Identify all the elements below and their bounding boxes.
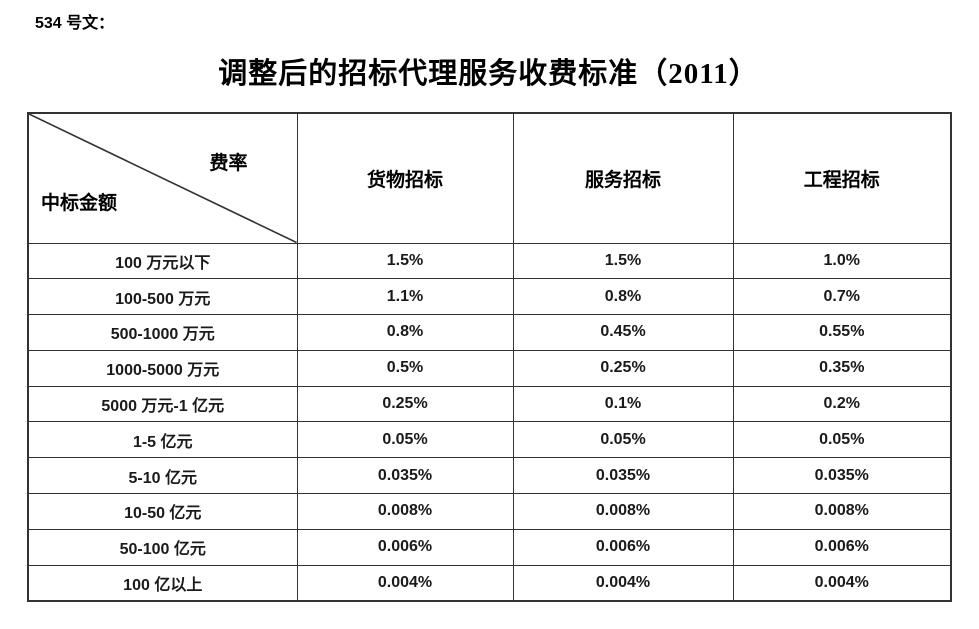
- rate-goods: 0.25%: [296, 385, 514, 423]
- corner-label-bid-amount: 中标金额: [41, 192, 118, 214]
- table-row: 5-10 亿元 0.035% 0.035% 0.035%: [27, 457, 952, 495]
- amount-range-label: 100 万元以下: [27, 242, 298, 280]
- rate-goods: 0.05%: [296, 421, 514, 459]
- rate-service: 0.006%: [512, 528, 734, 566]
- rate-service: 0.004%: [512, 564, 734, 602]
- amount-range-label: 1-5 亿元: [27, 421, 298, 459]
- rate-service: 0.25%: [512, 349, 734, 387]
- table-row: 5000 万元-1 亿元 0.25% 0.1% 0.2%: [27, 385, 952, 423]
- rate-engineering: 0.2%: [732, 385, 952, 423]
- amount-range-label: 10-50 亿元: [27, 493, 298, 530]
- rate-engineering: 0.35%: [732, 349, 952, 387]
- amount-range-label: 100 亿以上: [27, 564, 298, 602]
- corner-label-rate: 费率: [209, 153, 248, 174]
- rate-engineering: 0.7%: [732, 278, 952, 316]
- rate-goods: 0.035%: [296, 457, 514, 495]
- table-row: 1000-5000 万元 0.5% 0.25% 0.35%: [27, 349, 952, 387]
- rate-goods: 1.5%: [296, 242, 514, 280]
- rate-engineering: 0.035%: [732, 457, 952, 495]
- rate-service: 0.035%: [512, 457, 734, 495]
- document-number: 534 号文：: [35, 15, 115, 32]
- page-title: 调整后的招标代理服务收费标准（2011）: [218, 58, 759, 90]
- diagonal-divider-line: [29, 114, 297, 243]
- rate-service: 0.8%: [512, 278, 734, 316]
- amount-range-label: 500-1000 万元: [27, 314, 298, 351]
- table-row: 10-50 亿元 0.008% 0.008% 0.008%: [27, 493, 952, 530]
- rate-engineering: 1.0%: [732, 242, 952, 280]
- rate-goods: 0.5%: [296, 349, 514, 387]
- rate-engineering: 0.008%: [732, 493, 952, 530]
- rate-engineering: 0.004%: [732, 564, 952, 602]
- rate-engineering: 0.05%: [732, 421, 952, 459]
- amount-range-label: 50-100 亿元: [27, 528, 298, 566]
- rate-service: 0.008%: [512, 493, 734, 530]
- table-row: 100 万元以下 1.5% 1.5% 1.0%: [27, 242, 952, 280]
- table-row: 1-5 亿元 0.05% 0.05% 0.05%: [27, 421, 952, 459]
- table-row: 100-500 万元 1.1% 0.8% 0.7%: [27, 278, 952, 316]
- column-header-engineering-bidding: 工程招标: [732, 112, 952, 244]
- amount-range-label: 5000 万元-1 亿元: [27, 385, 298, 423]
- rate-service: 0.1%: [512, 385, 734, 423]
- amount-range-label: 100-500 万元: [27, 278, 298, 316]
- fee-rate-table: 费率 中标金额 货物招标 服务招标 工程招标 100 万元以下 1.5% 1.5…: [27, 112, 952, 602]
- column-header-service-bidding: 服务招标: [512, 112, 734, 244]
- corner-header-cell: 费率 中标金额: [27, 112, 298, 244]
- rate-goods: 1.1%: [296, 278, 514, 316]
- rate-service: 1.5%: [512, 242, 734, 280]
- rate-goods: 0.8%: [296, 314, 514, 351]
- title-container: 调整后的招标代理服务收费标准（2011）: [27, 50, 950, 92]
- rate-goods: 0.008%: [296, 493, 514, 530]
- header-row: 费率 中标金额 货物招标 服务招标 工程招标: [27, 112, 952, 244]
- rate-goods: 0.004%: [296, 564, 514, 602]
- column-header-goods-bidding: 货物招标: [296, 112, 514, 244]
- table-row: 500-1000 万元 0.8% 0.45% 0.55%: [27, 314, 952, 351]
- amount-range-label: 5-10 亿元: [27, 457, 298, 495]
- rate-engineering: 0.55%: [732, 314, 952, 351]
- table-row: 100 亿以上 0.004% 0.004% 0.004%: [27, 564, 952, 602]
- rate-service: 0.45%: [512, 314, 734, 351]
- amount-range-label: 1000-5000 万元: [27, 349, 298, 387]
- table-row: 50-100 亿元 0.006% 0.006% 0.006%: [27, 528, 952, 566]
- rate-engineering: 0.006%: [732, 528, 952, 566]
- rate-service: 0.05%: [512, 421, 734, 459]
- rate-goods: 0.006%: [296, 528, 514, 566]
